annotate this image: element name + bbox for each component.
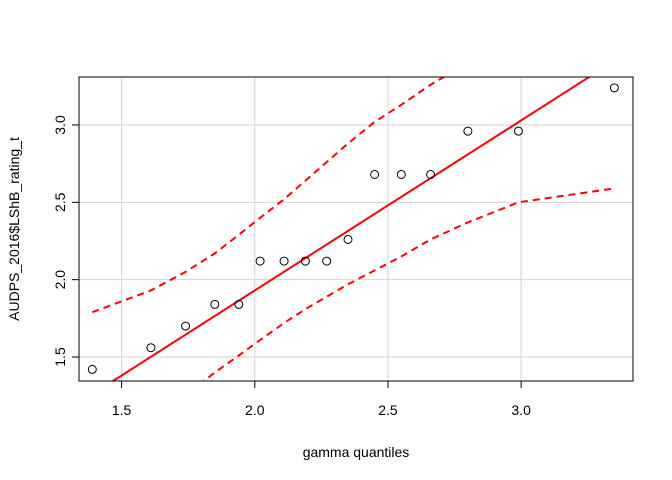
y-axis-label: AUDPS_2016$LShB_rating_t [6,137,22,321]
data-point [343,234,353,244]
x-tick-label: 2.0 [245,402,265,418]
data-point [300,256,310,266]
y-tick-label: 2.0 [52,270,68,290]
reference-line-group [111,77,591,381]
data-point [396,169,406,179]
data-point [609,83,619,93]
x-tick-label: 1.5 [112,402,132,418]
data-point [426,169,436,179]
data-point [513,126,523,136]
grid-lines [79,77,633,381]
y-tick-label: 2.5 [52,192,68,212]
lower-band-line [202,187,615,381]
confidence-band [91,77,615,381]
y-tick-label: 1.5 [52,347,68,367]
data-point [146,343,156,353]
y-axis: 1.5 2.0 2.5 3.0 [52,115,79,367]
plot-frame [78,76,634,382]
x-axis-label: gamma quantiles [303,444,410,460]
x-axis: 1.5 2.0 2.5 3.0 [112,381,531,418]
y-tick-label: 3.0 [52,115,68,135]
data-point [279,256,289,266]
x-tick-label: 2.5 [378,402,398,418]
data-point [463,126,473,136]
data-point [322,256,332,266]
x-tick-label: 3.0 [511,402,531,418]
data-point [370,169,380,179]
reference-line [111,77,591,381]
data-points [87,83,619,374]
data-point [234,299,244,309]
data-point [210,299,220,309]
data-point [181,321,191,331]
data-point [255,256,265,266]
upper-band-line [91,77,446,314]
data-point [87,364,97,374]
